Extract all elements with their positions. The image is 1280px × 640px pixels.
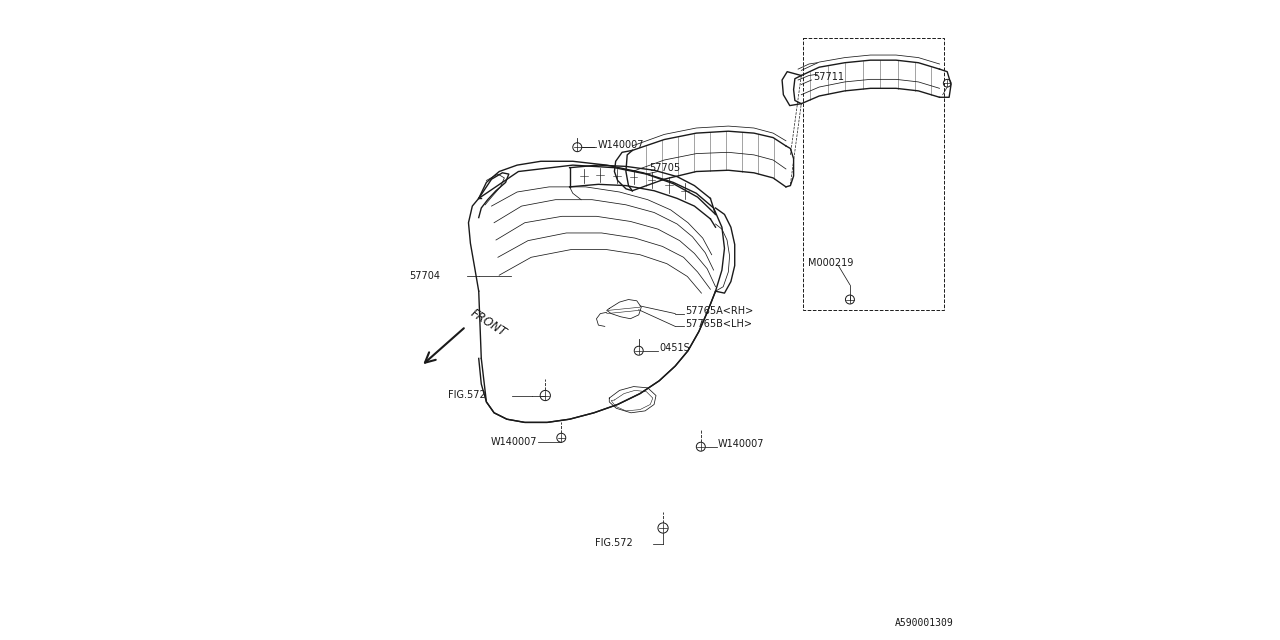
Text: 57704: 57704 (410, 271, 440, 282)
Text: 57765A<RH>: 57765A<RH> (685, 306, 753, 316)
Text: 57711: 57711 (813, 72, 844, 82)
Text: 57705: 57705 (649, 163, 680, 173)
Text: A590001309: A590001309 (895, 618, 954, 628)
Text: W140007: W140007 (492, 437, 538, 447)
Text: FRONT: FRONT (468, 307, 509, 340)
Text: FIG.572: FIG.572 (595, 538, 632, 548)
Text: W140007: W140007 (718, 439, 764, 449)
Text: FIG.572: FIG.572 (448, 390, 485, 400)
Text: 57765B<LH>: 57765B<LH> (685, 319, 751, 330)
Text: 0451S: 0451S (659, 343, 690, 353)
Text: M000219: M000219 (808, 258, 852, 268)
Text: W140007: W140007 (598, 140, 644, 150)
